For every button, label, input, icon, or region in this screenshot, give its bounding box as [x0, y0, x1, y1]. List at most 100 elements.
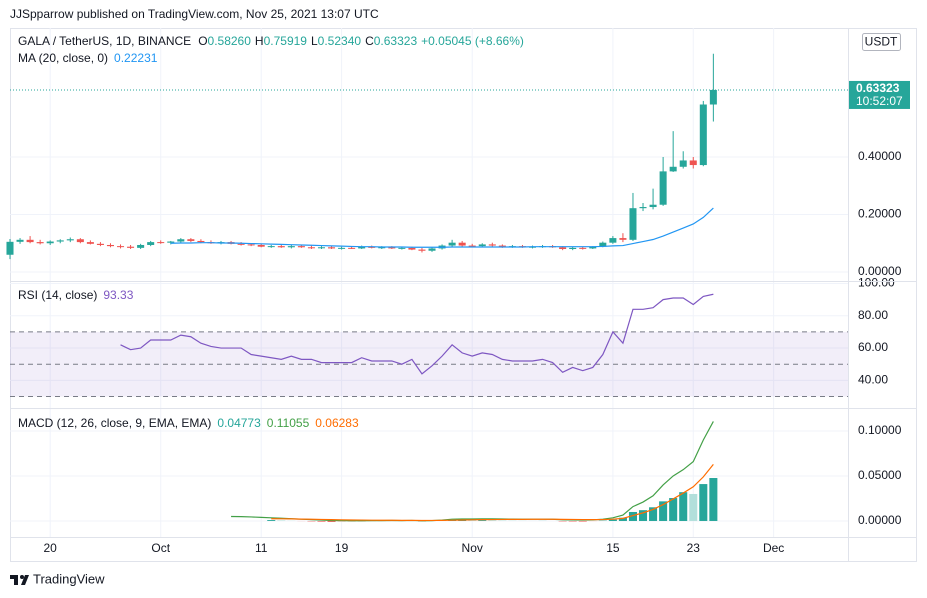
y-tick-label: 40.00	[858, 373, 888, 387]
legend-macd: MACD (12, 26, close, 9, EMA, EMA) 0.04773…	[18, 416, 359, 430]
x-tick-label: Nov	[462, 541, 483, 555]
candle-body	[338, 247, 346, 249]
indicator-line	[271, 464, 714, 522]
candle-body	[96, 243, 104, 245]
candle-body	[317, 247, 326, 249]
y-tick-label: 0.40000	[858, 149, 902, 163]
candle-body	[408, 247, 416, 250]
histogram-bar	[628, 511, 637, 521]
countdown-label: 10:52:07	[856, 94, 903, 108]
candle-body	[689, 160, 697, 166]
candle-body	[46, 241, 54, 244]
candle-body	[468, 245, 476, 247]
candle-body	[679, 160, 687, 167]
candle-body	[488, 244, 496, 246]
candle-body	[629, 208, 637, 240]
candle-body	[287, 246, 295, 248]
chart-frame	[10, 28, 917, 562]
y-tick-label: 0.20000	[858, 207, 902, 221]
x-tick-label: Dec	[763, 541, 784, 555]
legend-ma: MA (20, close, 0) 0.22231	[18, 51, 158, 65]
ohlc-label: O	[198, 34, 207, 48]
x-tick-label: 15	[606, 541, 620, 555]
publish-info: JJSpparrow published on TradingView.com,…	[10, 7, 379, 21]
ohlc-label: H	[255, 34, 264, 48]
candle-body	[297, 246, 305, 248]
candle-body	[579, 247, 587, 249]
candle-body	[358, 246, 366, 249]
candle-body	[86, 242, 94, 244]
macd-value: 0.06283	[315, 416, 359, 430]
candle-body	[127, 246, 135, 248]
histogram-bar	[709, 478, 718, 521]
candle-body	[458, 242, 466, 246]
legend-main: GALA / TetherUS, 1D, BINANCE O0.58260 H0.7…	[18, 34, 524, 48]
candle-body	[589, 246, 597, 249]
brand-name: TradingView	[33, 571, 105, 586]
indicator-line	[120, 293, 714, 375]
currency-label: USDT	[865, 35, 898, 49]
last-price-box	[848, 80, 910, 109]
candle-body	[6, 241, 14, 255]
histogram-bar	[468, 520, 477, 521]
currency-box	[862, 33, 901, 51]
logo-part	[20, 575, 24, 579]
candle-body	[36, 242, 44, 244]
logo-part	[21, 575, 29, 585]
candle-body	[388, 247, 396, 249]
candle-body	[177, 239, 185, 242]
candle-body	[599, 242, 607, 247]
candle-body	[277, 246, 285, 248]
ma-name: MA (20, close, 0)	[18, 51, 108, 65]
histogram-bar	[478, 520, 487, 521]
histogram-bar	[659, 501, 668, 521]
y-tick-label: 0.00000	[858, 264, 902, 278]
candle-body	[147, 242, 155, 245]
x-tick-label: Oct	[151, 541, 170, 555]
ohlc-value: 0.63323	[374, 34, 418, 48]
ohlc-value: 0.75919	[264, 34, 308, 48]
macd-value: 0.11055	[267, 416, 310, 430]
histogram-bar	[669, 498, 678, 521]
candle-body	[267, 246, 275, 248]
histogram-bar	[608, 519, 617, 521]
candle-body	[328, 247, 336, 249]
chart-layer: 20 Oct 11 19 Nov 15 23 Dec 0.00000 0.20000 0.40000…	[6, 28, 910, 555]
candle-body	[428, 248, 436, 251]
histogram-bar	[488, 520, 497, 521]
candle-body	[609, 238, 617, 243]
macd-name: MACD (12, 26, close, 9, EMA, EMA)	[18, 416, 211, 430]
histogram-bar	[639, 510, 648, 521]
histogram-bar	[618, 517, 627, 521]
ohlc-value: 0.58260	[208, 34, 252, 48]
y-tick-label: 100.00	[858, 276, 895, 290]
x-tick-label: 19	[335, 541, 349, 555]
macd-value: 0.04773	[217, 416, 261, 430]
candle-body	[378, 247, 386, 249]
symbol-title: GALA / TetherUS, 1D, BINANCE	[18, 34, 191, 48]
rsi-name: RSI (14, close)	[18, 288, 97, 302]
histogram-bar	[267, 520, 276, 521]
y-tick-label: 80.00	[858, 308, 888, 322]
candle-body	[157, 242, 165, 244]
histogram-bar	[578, 520, 587, 522]
last-price-label: 0.63323	[856, 81, 900, 95]
ohlc-label: C	[365, 34, 374, 48]
candle-body	[348, 247, 356, 249]
candle-body	[247, 244, 255, 246]
histogram-bar	[699, 484, 708, 521]
candle-body	[669, 166, 677, 172]
candle-body	[559, 247, 567, 250]
indicator-line	[170, 207, 714, 248]
x-tick-label: 11	[255, 541, 268, 555]
candle-body	[659, 171, 667, 205]
candle-body	[709, 89, 717, 105]
histogram-bar	[679, 492, 688, 521]
histogram-bar	[317, 520, 326, 522]
histogram-bar	[277, 520, 286, 521]
candle-body	[699, 104, 707, 166]
candle-body	[187, 239, 195, 241]
candle-body	[237, 243, 245, 245]
